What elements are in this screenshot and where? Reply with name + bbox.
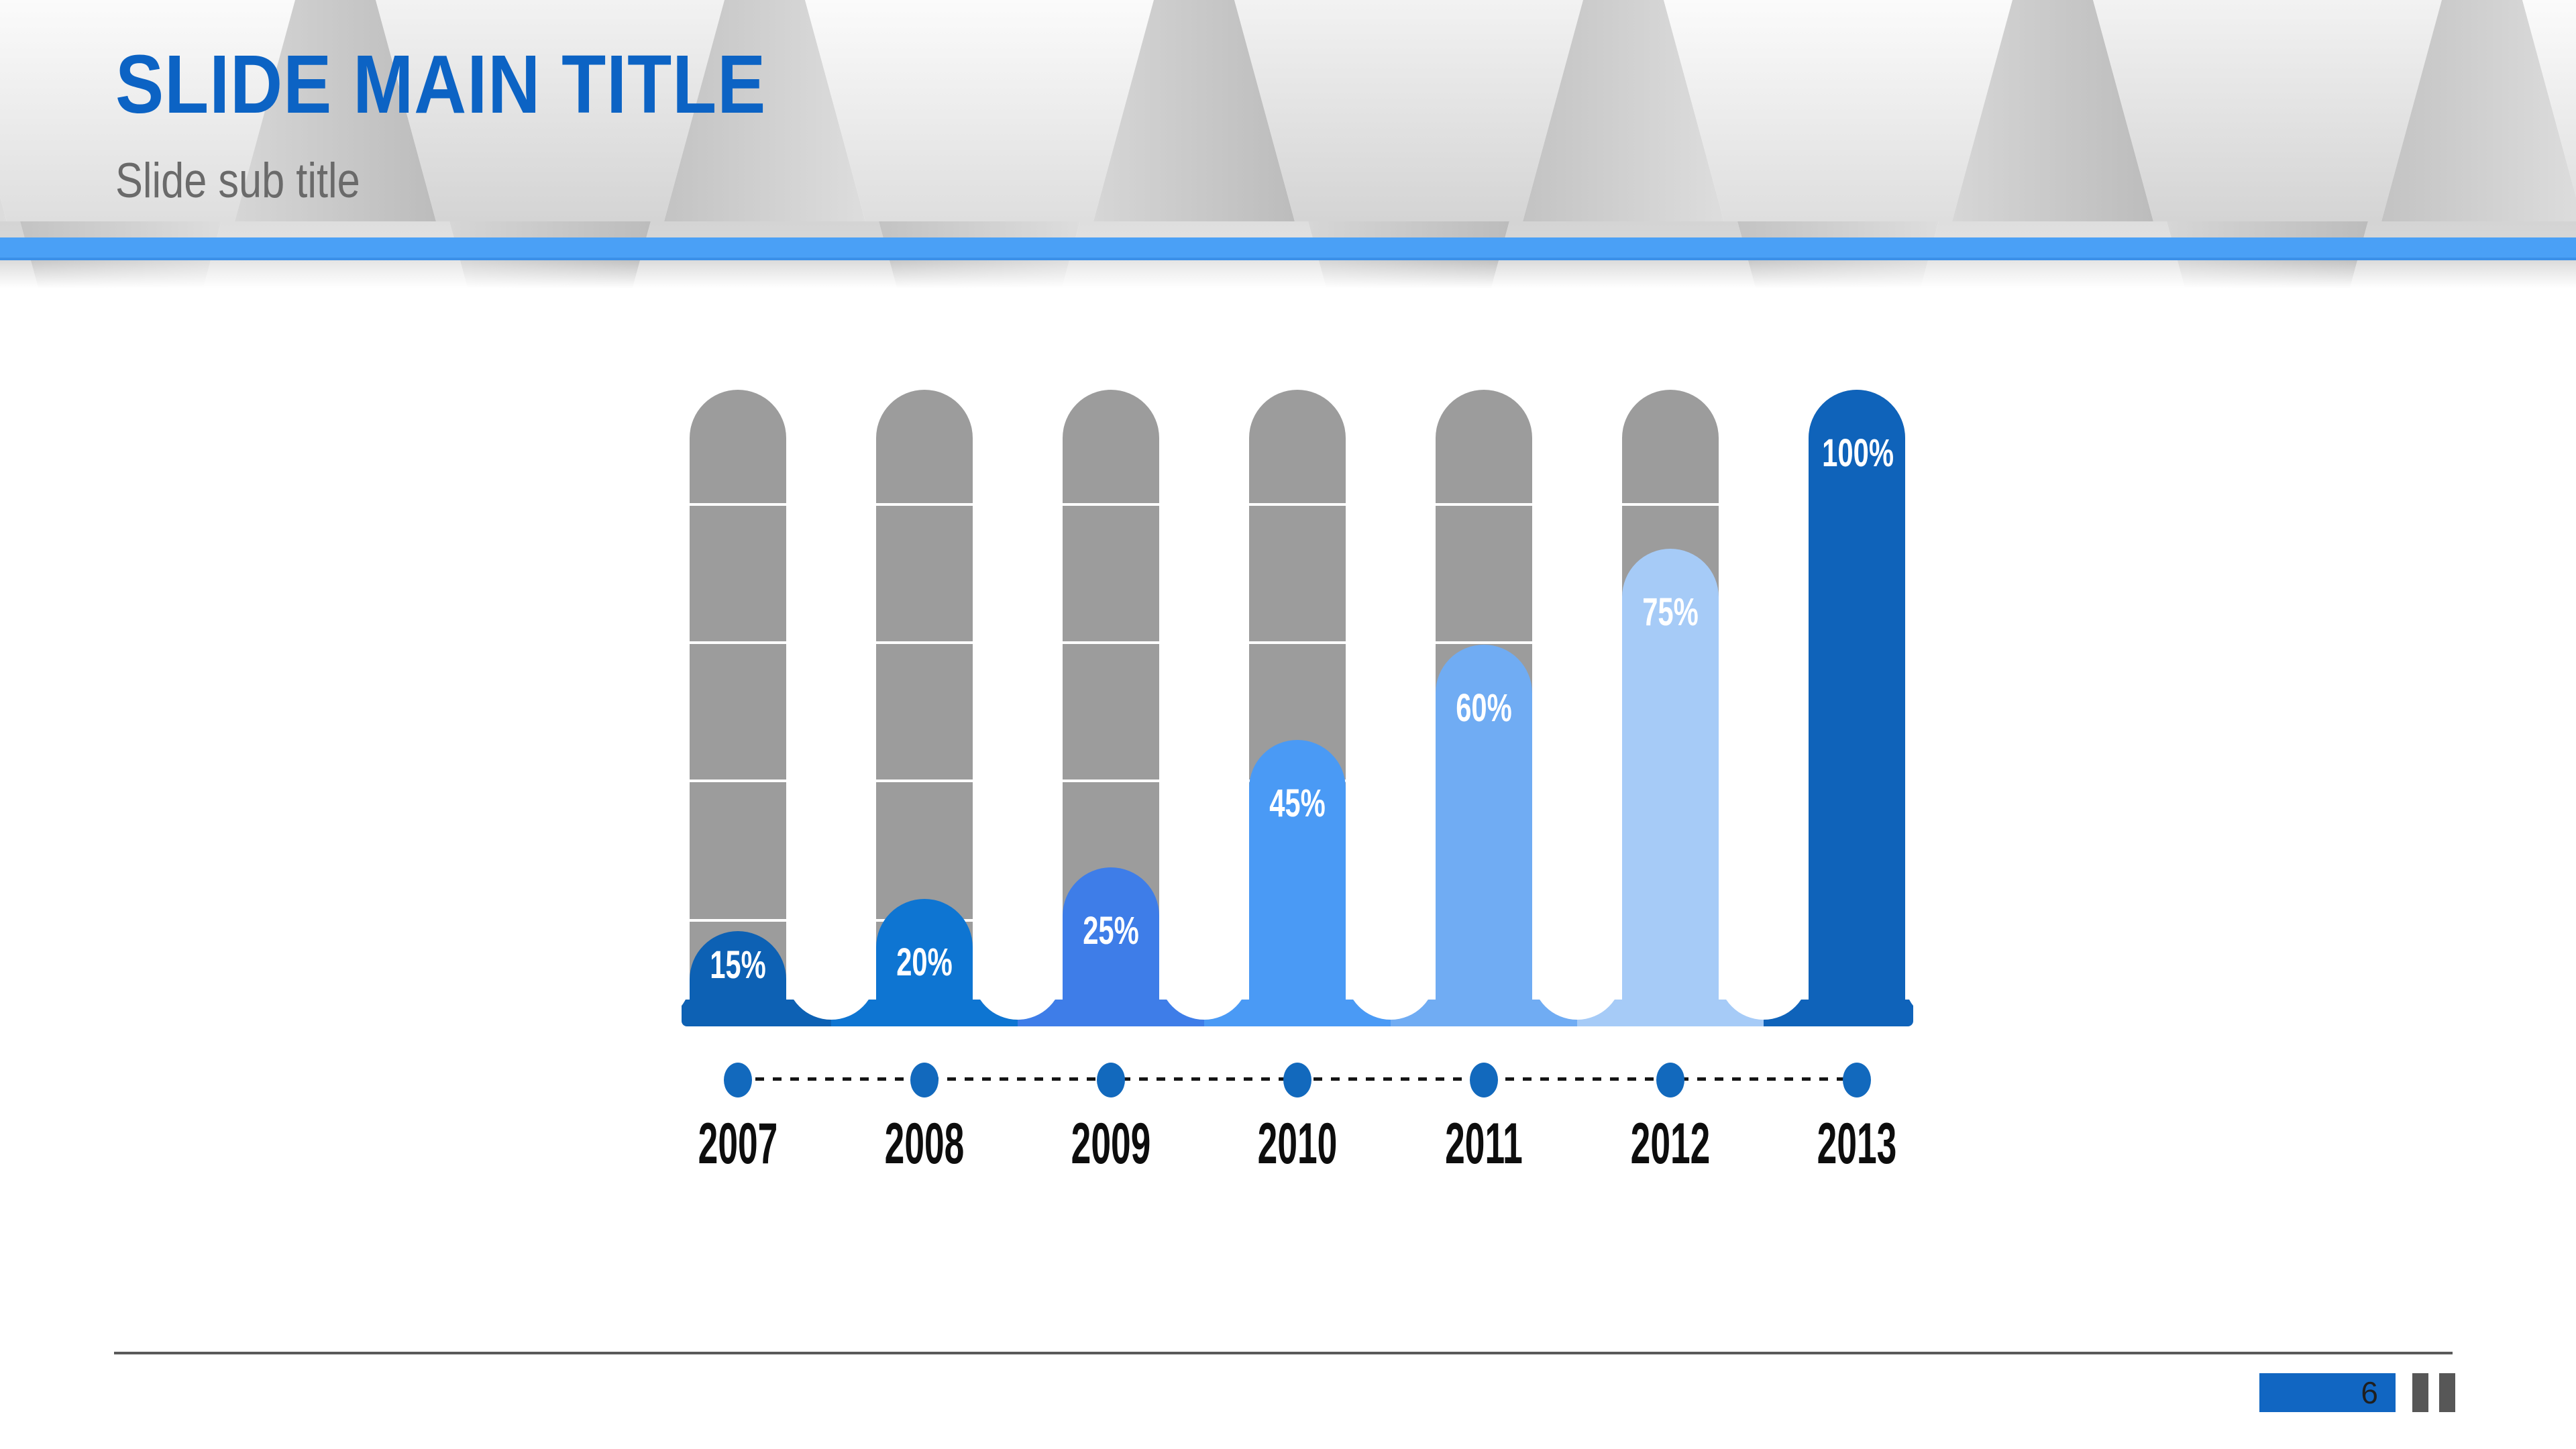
timeline-dot [724,1063,752,1097]
slide-title: SLIDE MAIN TITLE [115,39,767,131]
gap-arch [786,362,876,1020]
track-segment-divider [1436,503,1532,506]
outer-flare-mask [1905,362,1959,1020]
slide-subtitle: Slide sub title [115,154,360,208]
timeline-dot [1843,1063,1871,1097]
year-label: 2013 [1817,1112,1897,1176]
year-label: 2007 [698,1112,778,1176]
gap-arch [1159,362,1249,1020]
footer-marker-square-icon [2439,1373,2455,1412]
value-bar-label: 15% [710,943,766,987]
page-number: 6 [2361,1375,2378,1410]
track-segment-divider [690,919,786,922]
track-segment-divider [690,503,786,506]
year-label: 2009 [1071,1112,1151,1176]
value-bar [1809,390,1905,1026]
value-bar-label: 45% [1269,782,1326,825]
gap-arch [1346,362,1436,1020]
timeline-dot [910,1063,938,1097]
value-bar-label: 100% [1822,431,1894,475]
header-accent-bar [0,237,2576,260]
track-segment-divider [876,780,973,782]
track-segment-divider [1249,503,1346,506]
track-segment-divider [1622,503,1719,506]
value-bar [1249,740,1346,1026]
footer-marker-square-icon [2412,1373,2428,1412]
header: SLIDE MAIN TITLE Slide sub title [0,0,2576,288]
timeline-dot [1656,1063,1684,1097]
track-segment-divider [1063,503,1159,506]
timeline-dot [1283,1063,1311,1097]
track-segment-divider [876,503,973,506]
year-label: 2012 [1630,1112,1711,1176]
value-bar-label: 20% [896,941,953,984]
track-segment-divider [1249,641,1346,644]
value-bar [1436,645,1532,1026]
year-label: 2010 [1257,1112,1338,1176]
track-segment-divider [1063,641,1159,644]
track-segment-divider [690,641,786,644]
outer-flare-mask [636,362,690,1020]
value-bar [1063,867,1159,1026]
value-bar [1622,549,1719,1026]
gap-arch [1532,362,1622,1020]
value-bar [876,899,973,1026]
gap-arch [973,362,1063,1020]
year-label: 2008 [884,1112,965,1176]
track-segment-divider [1436,641,1532,644]
track-segment-divider [1063,780,1159,782]
value-bar-label: 75% [1642,590,1699,634]
track-segment-divider [876,641,973,644]
value-bar-label: 60% [1456,686,1512,730]
timeline-dot [1470,1063,1498,1097]
value-bar [690,931,786,1026]
gap-arch [1719,362,1809,1020]
footer-divider-line [114,1352,2453,1354]
value-bar-label: 25% [1083,909,1139,953]
track-segment-divider [690,780,786,782]
timeline-dot [1097,1063,1125,1097]
page-number-box: 6 [2259,1373,2396,1412]
year-label: 2011 [1445,1112,1523,1176]
